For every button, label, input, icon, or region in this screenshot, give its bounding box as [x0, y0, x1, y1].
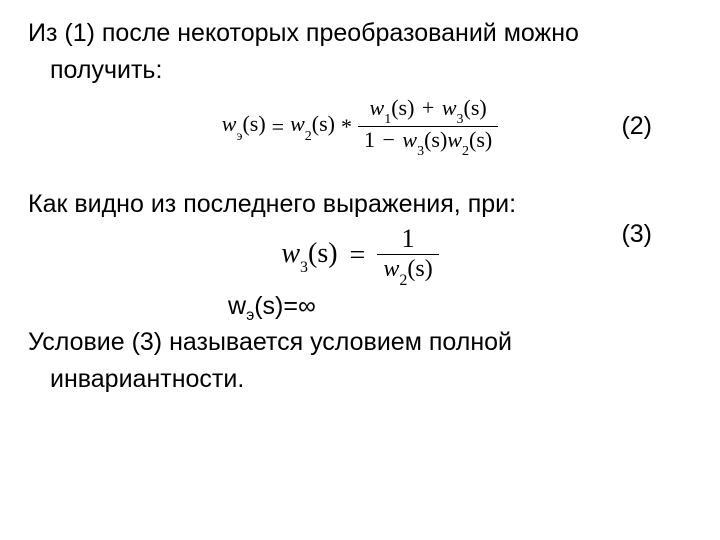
equation-2-label: (2) [621, 112, 652, 141]
eq3-numerator: 1 [396, 224, 421, 254]
eq3-den-s: 2 [399, 272, 407, 289]
eq2-num-t1a: (s) [391, 95, 414, 120]
inline-eq-sub: э [246, 307, 254, 324]
eq3-den-v: w [383, 256, 399, 282]
eq2-num-plus: + [420, 95, 436, 120]
paragraph-1-line-2: получить: [28, 55, 692, 86]
equation-3: w3(s) = 1 w2(s) [281, 224, 438, 288]
page: Из (1) после некоторых преобразований мо… [0, 0, 720, 540]
eq2-den-minus: − [381, 127, 397, 152]
equation-3-label: (3) [621, 220, 652, 249]
equation-2-block: wэ(s) = w2(s) * w1(s) + w3(s) 1 − w3(s)w… [28, 99, 692, 155]
eq3-lhs-arg: (s) [308, 238, 338, 269]
eq2-num-t2v: w [442, 95, 457, 120]
eq2-den-t1s: 3 [417, 144, 424, 159]
eq3-fraction: 1 w2(s) [377, 224, 438, 288]
equation-3-block: w3(s) = 1 w2(s) (3) [28, 226, 692, 286]
eq2-lhs-var: w [222, 111, 237, 136]
inline-equation-line: wэ(s)=∞ [28, 292, 692, 325]
eq3-eq-sign: = [344, 240, 372, 272]
inline-eq-var: w [228, 292, 246, 320]
eq2-lhs-arg: (s) [242, 111, 265, 136]
eq2-num-t2a: (s) [464, 95, 487, 120]
eq2-den-t2v: w [447, 127, 462, 152]
paragraph-3-line-1: Условие (3) называется условием полной [28, 327, 692, 358]
eq3-lhs-sub: 3 [300, 259, 308, 276]
eq3-denominator: w2(s) [377, 255, 438, 288]
eq2-num-t1s: 1 [384, 112, 391, 127]
eq3-lhs-var: w [281, 238, 300, 269]
eq2-fraction: w1(s) + w3(s) 1 − w3(s)w2(s) [358, 95, 498, 159]
paragraph-1-line-1: Из (1) после некоторых преобразований мо… [28, 18, 692, 49]
eq2-den-t2a: (s) [469, 127, 492, 152]
eq2-den-t1v: w [402, 127, 417, 152]
eq2-lhs-sub: э [236, 129, 242, 144]
eq2-den-one: 1 [364, 127, 375, 152]
eq2-den-t1a: (s) [424, 127, 447, 152]
eq2-factor-var: w [290, 111, 305, 136]
inline-eq-arg: (s)=∞ [254, 292, 316, 320]
eq2-numerator: w1(s) + w3(s) [364, 95, 493, 126]
eq2-factor-sub: 2 [305, 129, 312, 144]
eq2-num-t2s: 3 [457, 112, 464, 127]
eq3-den-a: (s) [407, 256, 432, 282]
eq2-denominator: 1 − w3(s)w2(s) [358, 127, 498, 158]
inline-equation: wэ(s)=∞ [228, 292, 316, 320]
paragraph-2: Как видно из последнего выражения, при: [28, 189, 692, 220]
eq2-factor-arg: (s) [312, 111, 335, 136]
eq2-eq-sign: = [272, 114, 284, 140]
equation-2: wэ(s) = w2(s) * w1(s) + w3(s) 1 − w3(s)w… [222, 95, 498, 159]
eq2-den-t2s: 2 [462, 144, 469, 159]
eq2-num-t1v: w [370, 95, 385, 120]
paragraph-3-line-2: инвариантности. [28, 364, 692, 395]
eq2-star: * [341, 114, 352, 140]
